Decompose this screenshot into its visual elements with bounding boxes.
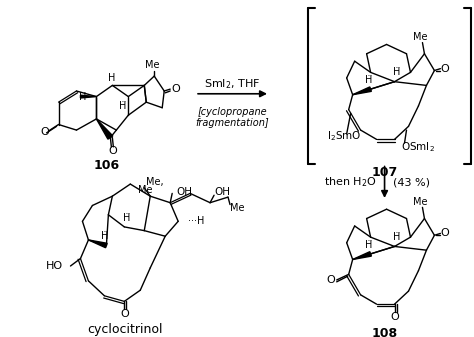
Text: Me,: Me, [146,177,164,187]
Text: HO: HO [46,261,63,271]
Text: Ḧ: Ḧ [365,240,372,250]
Text: O: O [440,228,449,238]
Text: O: O [172,84,181,94]
Text: O: O [390,312,399,322]
Text: Me: Me [413,32,428,42]
Polygon shape [353,252,372,259]
Text: Ḧ: Ḧ [100,231,108,241]
Text: Ḧ: Ḧ [118,101,126,111]
Text: 107: 107 [372,166,398,179]
Text: O: O [327,275,335,285]
Text: H: H [79,92,86,101]
Text: (43 %): (43 %) [392,177,429,187]
Text: Me: Me [413,197,428,207]
Text: OSmI$_2$: OSmI$_2$ [401,140,434,154]
Text: Me: Me [138,185,153,195]
Text: Ḧ: Ḧ [393,232,400,242]
Text: SmI$_2$, THF: SmI$_2$, THF [204,78,261,91]
Text: O: O [120,309,129,319]
Text: 106: 106 [93,159,119,172]
Text: O: O [440,64,449,74]
Polygon shape [81,95,96,98]
Text: ···H: ···H [188,216,204,226]
Text: OH: OH [176,186,192,196]
Text: Ḧ: Ḧ [365,75,372,85]
Text: Ḧ: Ḧ [393,67,400,78]
Text: Me: Me [230,203,245,213]
Text: O: O [108,147,117,156]
Text: then H$_2$O: then H$_2$O [324,175,376,189]
Polygon shape [96,119,113,139]
Text: 108: 108 [372,327,398,337]
Text: Ḧ: Ḧ [123,213,130,223]
Text: Me: Me [145,60,159,70]
Text: I$_2$SmO: I$_2$SmO [327,129,361,143]
Text: cyclocitrinol: cyclocitrinol [88,323,163,336]
Text: H: H [108,73,115,83]
Polygon shape [89,240,107,248]
Text: O: O [40,127,49,137]
Text: OH: OH [214,186,230,196]
Polygon shape [353,87,372,95]
Text: [cyclopropane
fragmentation]: [cyclopropane fragmentation] [196,107,269,128]
